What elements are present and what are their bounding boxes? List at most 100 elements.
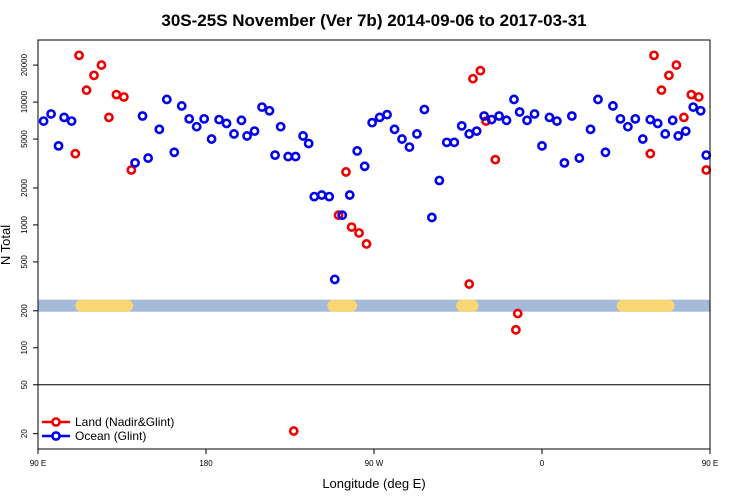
land-data-point [464,279,475,289]
legend-label: Ocean (Glint) [75,429,146,443]
y-axis-label: N Total [0,225,13,265]
y-tick-label: 1000 [20,215,29,233]
ocean-data-point [352,146,363,156]
legend-marker [51,417,61,427]
ocean-data-point [176,101,187,111]
ocean-data-point [290,151,301,162]
ocean-data-point [337,210,348,221]
land-data-point [288,426,299,436]
ocean-data-point [382,109,392,120]
ocean-data-point [270,150,280,161]
land-data-point [656,85,667,96]
ocean-data-point [66,116,77,126]
ocean-data-point [236,115,247,126]
ocean-data-point [214,114,224,125]
legend-label: Land (Nadir&Glint) [75,415,174,429]
land-band-segment [327,299,358,312]
ocean-data-point [404,142,415,152]
ocean-data-point [667,115,678,126]
ocean-data-point [329,274,340,285]
land-data-point [510,324,521,335]
ocean-data-point [412,129,422,139]
land-data-point [664,70,674,81]
land-data-point [361,239,372,249]
ocean-data-point [161,94,172,105]
ocean-data-point [701,150,712,161]
ocean-data-point [645,114,656,125]
ocean-data-point [544,112,555,123]
y-tick-label: 20000 [20,53,29,76]
ocean-band [38,299,710,312]
land-data-point [475,65,486,76]
ocean-data-point [494,111,504,121]
ocean-data-point [600,147,611,158]
ocean-data-point [456,120,467,131]
ocean-data-point [529,109,540,119]
land-data-point [490,154,501,165]
ocean-data-point [143,153,154,163]
ocean-data-point [221,118,232,129]
land-data-point [89,70,99,81]
ocean-data-point [419,104,430,115]
ocean-data-point [559,157,570,168]
ocean-data-point [303,138,314,149]
ocean-data-point [486,114,497,125]
ocean-data-point [552,116,562,126]
land-data-point [104,112,114,123]
land-data-point [96,60,107,70]
x-tick-label: 180 [199,459,213,468]
ocean-data-point [537,140,547,151]
ocean-data-point [206,134,217,144]
ocean-data-point [275,121,286,132]
ocean-data-point [695,105,706,116]
legend-marker [51,431,61,441]
land-data-point [126,165,137,175]
ocean-data-point [242,131,252,141]
data-points [38,50,712,436]
ocean-data-point [630,113,641,124]
y-tick-label: 20 [20,429,29,438]
ocean-data-point [471,126,482,137]
land-data-point [649,50,659,61]
ocean-data-point [257,102,267,112]
y-tick-label: 5000 [20,130,29,148]
y-tick-label: 2000 [20,178,29,196]
x-tick-label: 90 W [365,459,384,468]
ocean-data-point [184,113,195,124]
ocean-data-point [522,115,532,126]
land-data-point [354,228,364,238]
ocean-data-point [191,121,202,132]
ocean-data-point [585,124,596,135]
land-data-point [70,148,81,159]
land-data-point [701,165,712,175]
land-data-point [468,73,478,84]
ocean-data-point [367,117,378,128]
ocean-data-point [229,129,239,139]
ocean-data-point [680,126,691,137]
land-data-point [671,60,682,70]
land-band-segment [75,299,134,312]
land-data-point [346,222,357,232]
land-data-point [333,210,344,221]
ocean-data-point [660,129,671,139]
ocean-data-point [264,105,275,116]
ocean-data-point [479,111,490,121]
x-axis-label: Longitude (deg E) [322,476,425,491]
legend: Land (Nadir&Glint)Ocean (Glint) [42,415,174,443]
y-axis-ticks: 20 50 100 200 500 1000 2000 5000 10000 20000 [20,53,38,438]
land-data-point [645,148,656,159]
y-tick-label: 100 [20,341,29,355]
land-data-point [678,112,689,123]
ocean-data-point [344,190,355,200]
land-data-point [512,308,523,319]
y-tick-label: 500 [20,255,29,269]
ocean-data-point [154,124,165,135]
ocean-data-point [53,140,64,151]
ocean-data-point [169,147,180,158]
ocean-data-point [397,134,407,144]
ocean-data-point [622,121,633,132]
x-axis-ticks: 90 E 180 90 W 0 90 E [30,449,718,468]
land-data-point [74,50,84,61]
ocean-data-point [298,131,308,141]
land-data-point [118,92,129,102]
